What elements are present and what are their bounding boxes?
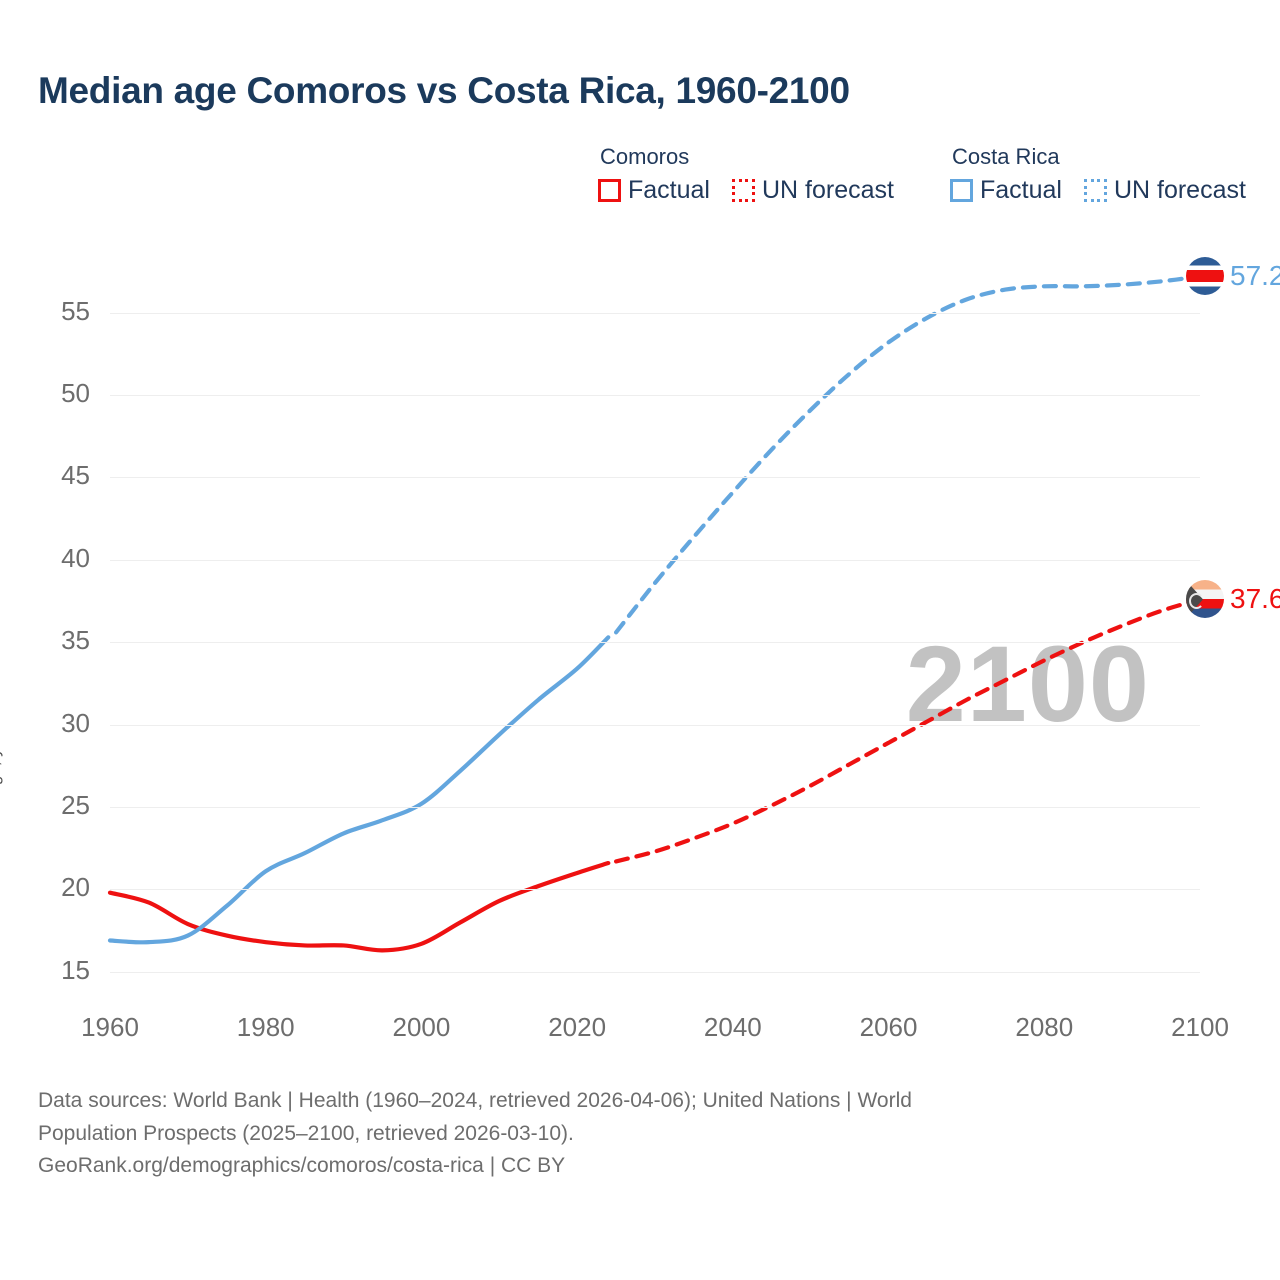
- legend-item-costa-rica-forecast[interactable]: UN forecast: [1083, 176, 1246, 205]
- line-forecast-comoros: [613, 597, 1203, 864]
- x-axis-ticks: 1960 1980 2000 2020 2040 2060 2080 2100: [0, 1012, 1280, 1052]
- legend-label-costa-rica-forecast: UN forecast: [1113, 176, 1246, 204]
- x-tick-label: 2020: [548, 1012, 607, 1042]
- legend-group-costa-rica: Costa Rica Factual UN forecast: [949, 144, 1246, 205]
- year-watermark: 2100: [905, 623, 1150, 744]
- y-tick-label: 35: [61, 625, 90, 656]
- legend-swatch-solid-icon: [598, 179, 621, 202]
- plot-area: Median age, years 15 20 25 30 35 40 45 50 55 210…: [0, 255, 1280, 1015]
- legend-group-title-costa-rica: Costa Rica: [951, 144, 1060, 169]
- gridline: [110, 642, 1200, 644]
- legend-item-costa-rica-factual[interactable]: Factual: [949, 176, 1062, 205]
- gridline: [110, 807, 1200, 809]
- y-axis-ticks: 15 20 25 30 35 40 45 50 55: [32, 255, 90, 1015]
- legend-swatch-dotted-icon: [1083, 179, 1107, 202]
- gridline: [110, 395, 1200, 397]
- gridline: [110, 724, 1200, 726]
- gridline: [110, 559, 1200, 561]
- y-tick-label: 25: [61, 790, 90, 821]
- line-factual-costa-rica: [107, 635, 611, 945]
- y-tick-label: 55: [61, 295, 90, 326]
- endpoint-value: 57.2: [1230, 260, 1280, 292]
- x-tick-label: 2100: [1171, 1012, 1229, 1042]
- gridline: [110, 477, 1200, 479]
- footer-attribution[interactable]: GeoRank.org/demographics/comoros/costa-r…: [38, 1154, 566, 1178]
- legend-item-comoros-factual[interactable]: Factual: [598, 176, 710, 205]
- legend-group-title-comoros: Comoros: [600, 144, 690, 169]
- legend-group-comoros: Comoros Factual UN forecast: [598, 144, 894, 205]
- legend-swatch-solid-icon: [949, 179, 973, 202]
- endpoint-comoros: 37.6: [1186, 580, 1280, 619]
- line-factual-comoros: [107, 860, 611, 953]
- footer: Data sources: World Bank | Health (1960–…: [38, 1085, 1188, 1183]
- line-forecast-costa-rica: [613, 274, 1203, 635]
- series-lines: [107, 274, 1203, 953]
- footer-sources-line-1: Data sources: World Bank | Health (1960–…: [38, 1089, 912, 1112]
- y-tick-label: 40: [61, 542, 90, 573]
- x-tick-label: 2060: [859, 1012, 918, 1042]
- chart-legend: Comoros Factual UN forecast Costa Rica F…: [598, 144, 1246, 205]
- y-tick-label: 30: [61, 707, 90, 738]
- endpoint-costa-rica: 57.2: [1186, 257, 1280, 296]
- y-tick-label: 20: [61, 872, 90, 903]
- legend-label-comoros-factual: Factual: [628, 176, 710, 204]
- endpoint-value: 37.6: [1230, 583, 1280, 615]
- gridline: [110, 971, 1200, 973]
- comoros-flag-icon: [1186, 580, 1224, 619]
- gridline: [110, 889, 1200, 891]
- x-tick-label: 1960: [81, 1012, 139, 1042]
- x-tick-label: 2000: [392, 1012, 451, 1042]
- legend-swatch-dotted-icon: [731, 179, 755, 202]
- gridline: [110, 312, 1200, 314]
- costa-rica-flag-icon: [1186, 257, 1224, 296]
- footer-sources-line-2: Population Prospects (2025–2100, retriev…: [38, 1121, 574, 1145]
- legend-label-costa-rica-factual: Factual: [979, 176, 1062, 204]
- x-tick-label: 1980: [236, 1012, 295, 1042]
- x-tick-label: 2040: [703, 1012, 762, 1042]
- y-tick-label: 50: [61, 378, 90, 409]
- y-tick-label: 45: [61, 460, 90, 491]
- legend-item-comoros-forecast[interactable]: UN forecast: [731, 176, 894, 205]
- x-tick-label: 2080: [1015, 1012, 1074, 1042]
- legend-label-comoros-forecast: UN forecast: [761, 176, 894, 204]
- y-tick-label: 15: [61, 954, 90, 985]
- page-title: Median age Comoros vs Costa Rica, 1960-2…: [38, 70, 850, 111]
